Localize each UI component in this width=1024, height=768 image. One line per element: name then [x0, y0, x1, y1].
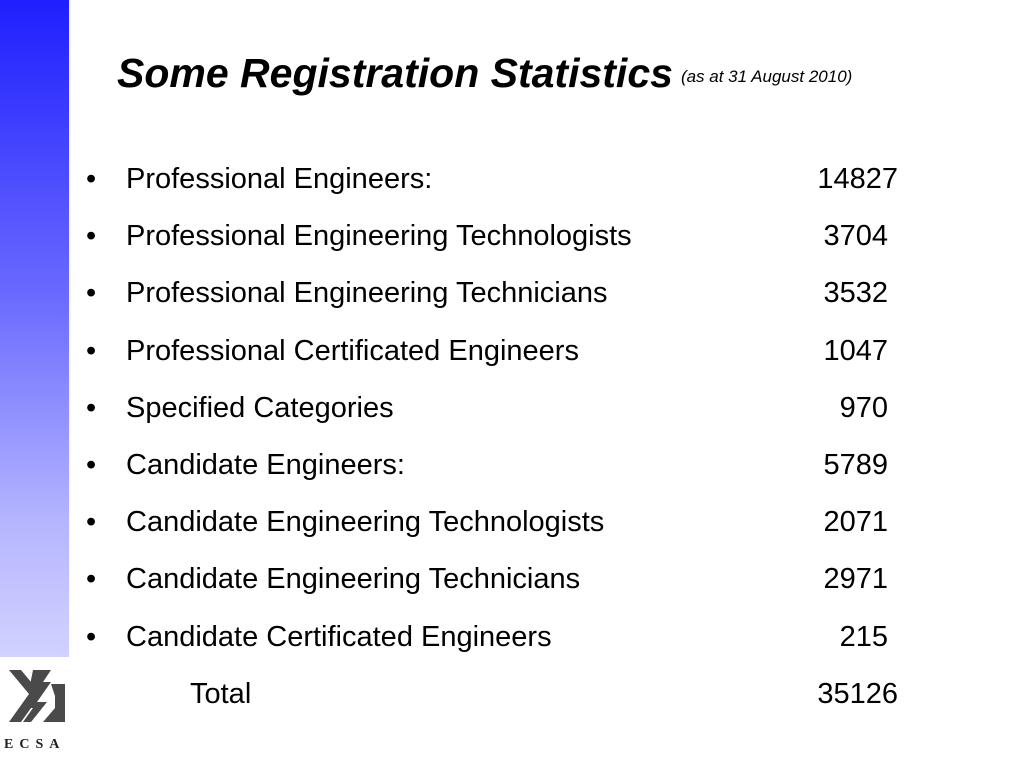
stat-label: Candidate Engineers:	[126, 448, 405, 481]
ecsa-logo: ECSA	[4, 664, 68, 764]
stat-row: • Candidate Engineers: 5789	[0, 443, 1024, 500]
title-main: Some Registration Statistics	[117, 50, 673, 96]
ecsa-logo-text: ECSA	[4, 737, 66, 752]
stat-row: • Professional Engineering Technologists…	[0, 214, 1024, 271]
stat-label: Candidate Engineering Technologists	[126, 506, 605, 539]
stat-row: • Candidate Certificated Engineers 215	[0, 615, 1024, 672]
stat-label: Candidate Certificated Engineers	[126, 620, 552, 653]
stat-value: 215	[839, 620, 888, 653]
bullet: •	[86, 277, 97, 310]
bullet: •	[86, 163, 97, 195]
total-row: Total 35126	[0, 672, 1024, 729]
slide-title: Some Registration Statistics (as at 31 Au…	[117, 50, 852, 97]
stat-label: Professional Engineering Technologists	[126, 220, 632, 253]
registration-stats-list: • Professional Engineers: 14827 • Profes…	[0, 157, 1024, 729]
total-value: 35126	[817, 677, 898, 710]
bullet: •	[86, 620, 97, 653]
stat-row: • Specified Categories 970	[0, 386, 1024, 443]
stat-label: Specified Categories	[126, 391, 394, 424]
stat-label: Candidate Engineering Technicians	[126, 563, 581, 596]
ecsa-logo-icon	[9, 670, 65, 722]
stat-value: 3704	[823, 220, 888, 253]
stat-label: Professional Engineering Technicians	[126, 277, 608, 310]
stat-row: • Professional Engineering Technicians 3…	[0, 271, 1024, 328]
bullet: •	[86, 334, 97, 367]
side-gradient-bar	[0, 0, 69, 657]
bullet: •	[86, 448, 97, 481]
bullet: •	[86, 506, 97, 539]
stat-value: 2971	[823, 563, 888, 596]
stat-value: 1047	[823, 334, 888, 367]
stat-row: • Candidate Engineering Technologists 20…	[0, 500, 1024, 557]
stat-row: • Candidate Engineering Technicians 2971	[0, 557, 1024, 614]
stat-value: 970	[839, 391, 888, 424]
stat-value: 5789	[823, 448, 888, 481]
stat-value: 14827	[817, 163, 898, 195]
stat-value: 3532	[823, 277, 888, 310]
stat-row: • Professional Engineers: 14827	[0, 157, 1024, 214]
stat-label: Professional Certificated Engineers	[126, 334, 579, 367]
stat-value: 2071	[823, 506, 888, 539]
total-label: Total	[190, 677, 252, 710]
title-date-note: (as at 31 August 2010)	[680, 67, 853, 86]
stat-row: • Professional Certificated Engineers 10…	[0, 329, 1024, 386]
bullet: •	[86, 563, 97, 596]
stat-label: Professional Engineers:	[126, 163, 433, 195]
bullet: •	[86, 391, 97, 424]
bullet: •	[86, 220, 97, 253]
